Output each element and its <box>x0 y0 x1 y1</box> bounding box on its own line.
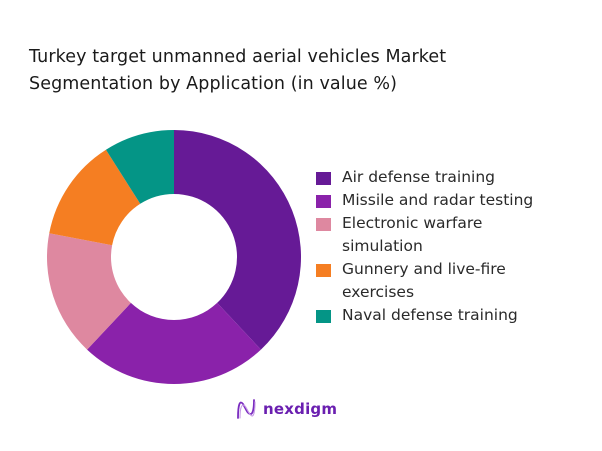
legend-item: Gunnery and live-fire exercises <box>316 258 596 304</box>
legend-item: Missile and radar testing <box>316 189 596 212</box>
legend-swatch-icon <box>316 218 331 231</box>
chart-legend: Air defense training Missile and radar te… <box>316 166 596 327</box>
legend-label-line-1: Naval defense training <box>342 306 518 324</box>
donut-segment-air-defense-training <box>174 130 301 350</box>
logo-wordmark: nexdigm <box>263 400 338 418</box>
donut-segment-gunnery-and-live-fire-exercises <box>49 149 141 246</box>
legend-label-line-2: simulation <box>342 237 423 255</box>
legend-item: Air defense training <box>316 166 596 189</box>
legend-label: Naval defense training <box>342 304 572 327</box>
legend-label-line-1: Air defense training <box>342 168 495 186</box>
donut-segment-naval-defense-training <box>105 130 174 204</box>
nexdigm-wave-logo-icon <box>237 399 256 419</box>
legend-label: Missile and radar testing <box>342 189 572 212</box>
legend-label-line-1: Electronic warfare <box>342 214 483 232</box>
chart-title: Turkey target unmanned aerial vehicles M… <box>29 44 589 98</box>
legend-label-line-2: exercises <box>342 283 415 301</box>
donut-segment-electronic-warfare-simulation <box>46 233 131 350</box>
chart-title-line-1: Turkey target unmanned aerial vehicles M… <box>29 47 447 67</box>
legend-swatch-icon <box>316 264 331 277</box>
legend-item: Naval defense training <box>316 304 596 327</box>
legend-label: Gunnery and live-fire exercises <box>342 258 572 304</box>
legend-swatch-icon <box>316 195 331 208</box>
legend-swatch-icon <box>316 172 331 185</box>
nexdigm-logo: nexdigm <box>235 398 337 420</box>
legend-label: Air defense training <box>342 166 572 189</box>
legend-item: Electronic warfare simulation <box>316 212 596 258</box>
donut-segment-missile-and-radar-testing <box>87 302 261 384</box>
legend-swatch-icon <box>316 310 331 323</box>
legend-label-line-1: Missile and radar testing <box>342 191 534 209</box>
legend-label: Electronic warfare simulation <box>342 212 572 258</box>
legend-label-line-1: Gunnery and live-fire <box>342 260 506 278</box>
chart-title-line-2: Segmentation by Application (in value %) <box>29 74 398 94</box>
